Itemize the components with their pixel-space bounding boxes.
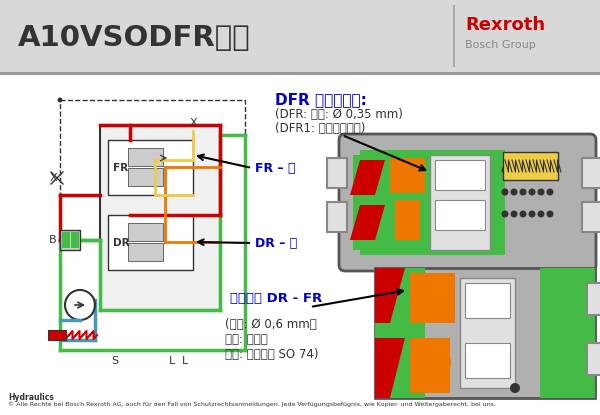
Polygon shape (350, 205, 385, 240)
FancyBboxPatch shape (339, 134, 596, 271)
Circle shape (511, 166, 517, 173)
Bar (460, 278, 515, 388)
Bar (0, 390, 600, 415)
Text: (DFR1: 无阻尼，关死): (DFR1: 无阻尼，关死) (275, 122, 365, 135)
Circle shape (502, 166, 509, 173)
Circle shape (502, 188, 509, 195)
Text: 减震阻尼 DR - FR: 减震阻尼 DR - FR (230, 292, 322, 305)
Circle shape (538, 188, 545, 195)
Bar (71, 232, 79, 248)
Text: X: X (189, 118, 197, 128)
Bar (327, 158, 347, 188)
Bar (128, 243, 163, 261)
Polygon shape (375, 338, 405, 398)
Circle shape (417, 285, 453, 321)
Bar (62, 232, 70, 248)
Bar (390, 158, 425, 193)
Text: FR – 阀: FR – 阀 (255, 161, 296, 174)
Polygon shape (375, 268, 405, 323)
Bar (128, 148, 163, 166)
Bar (360, 150, 505, 255)
Bar (540, 268, 595, 398)
Bar (60, 230, 80, 250)
Bar (0, 75, 600, 415)
Circle shape (520, 166, 527, 173)
Text: 轴向: 无阻尼: 轴向: 无阻尼 (225, 333, 268, 346)
Bar (453, 5, 455, 67)
Bar (0, 72, 600, 75)
Text: © Alle Rechte bei Bosch Rexroth AG, auch für den Fall von Schutzrechtsanmeldunge: © Alle Rechte bei Bosch Rexroth AG, auch… (8, 401, 496, 407)
Bar (587, 343, 600, 375)
Circle shape (538, 166, 545, 173)
Bar (353, 155, 378, 250)
Bar (410, 273, 455, 323)
Text: (DFR: 标准: Ø 0,35 mm): (DFR: 标准: Ø 0,35 mm) (275, 108, 403, 121)
Circle shape (520, 188, 527, 195)
Bar (48, 330, 66, 340)
Circle shape (547, 188, 554, 195)
Bar (465, 283, 510, 318)
Text: Bosch Group: Bosch Group (465, 40, 536, 50)
Bar (128, 223, 163, 241)
Polygon shape (350, 160, 385, 195)
Text: DR: DR (113, 238, 130, 248)
Circle shape (511, 188, 517, 195)
Circle shape (510, 383, 520, 393)
Bar (128, 168, 163, 186)
Bar (100, 125, 220, 310)
Text: (标准: Ø 0,6 mm，: (标准: Ø 0,6 mm， (225, 318, 317, 331)
Text: Hydraulics: Hydraulics (8, 393, 54, 402)
Bar (108, 215, 193, 270)
Text: L: L (182, 356, 188, 366)
Bar (582, 202, 600, 232)
Circle shape (529, 166, 536, 173)
Text: S: S (112, 356, 119, 366)
Bar (435, 200, 485, 230)
Text: A10VSODFR油泵: A10VSODFR油泵 (18, 24, 251, 52)
Circle shape (511, 210, 517, 217)
Bar (60, 100, 245, 350)
Circle shape (415, 345, 451, 381)
Circle shape (529, 188, 536, 195)
Bar (465, 343, 510, 378)
Bar (327, 202, 347, 232)
Circle shape (520, 210, 527, 217)
Text: FR: FR (113, 163, 128, 173)
Text: 横向: 阻尼作用 SO 74): 横向: 阻尼作用 SO 74) (225, 348, 319, 361)
Bar (375, 268, 595, 398)
Circle shape (538, 210, 545, 217)
Bar (587, 283, 600, 315)
Bar (0, 0, 600, 75)
Text: B: B (49, 235, 57, 245)
Bar (435, 160, 485, 190)
Text: Rexroth: Rexroth (465, 16, 545, 34)
Bar (503, 152, 558, 180)
Bar (582, 158, 600, 188)
Bar (430, 155, 490, 250)
Circle shape (547, 166, 554, 173)
Text: X: X (49, 173, 57, 183)
Circle shape (58, 98, 62, 103)
Text: DFR 泄压阻尼孔:: DFR 泄压阻尼孔: (275, 92, 367, 107)
Circle shape (502, 210, 509, 217)
Bar (375, 268, 425, 398)
Bar (108, 140, 193, 195)
Text: DR – 阀: DR – 阀 (255, 237, 297, 249)
Circle shape (547, 210, 554, 217)
Bar (395, 200, 420, 240)
Text: L: L (169, 356, 175, 366)
Circle shape (529, 210, 536, 217)
Bar (410, 338, 450, 393)
